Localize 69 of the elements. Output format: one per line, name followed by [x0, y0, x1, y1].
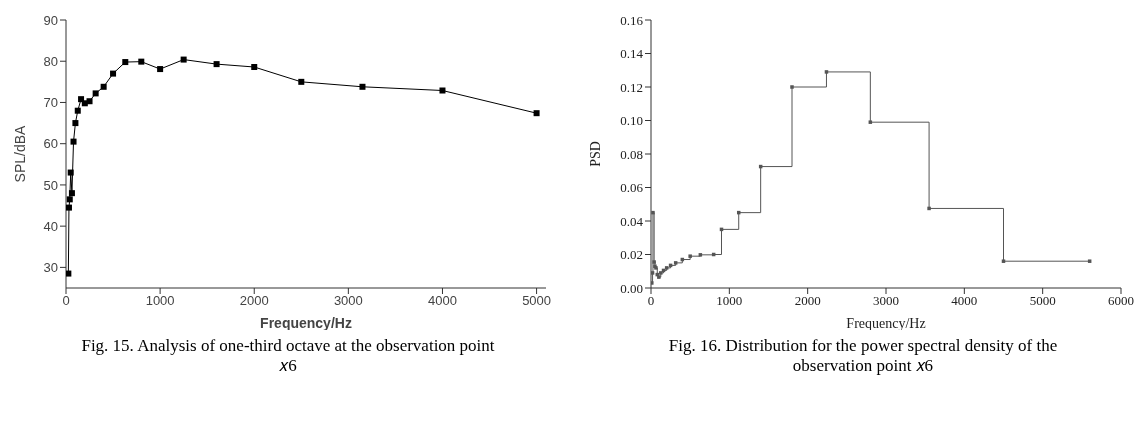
x-tick-label: 1000 — [145, 293, 175, 309]
point — [68, 190, 75, 197]
x-tick-label: 5000 — [1029, 293, 1056, 309]
point — [790, 85, 794, 89]
y-tick-label: 30 — [43, 260, 58, 275]
point — [92, 90, 99, 97]
caption: Fig. 15. Analysis of one-third octave at the observation point 𝑥6 — [80, 336, 496, 376]
x-tick-label: 4000 — [951, 293, 978, 309]
point — [251, 64, 258, 70]
point — [213, 61, 220, 68]
point — [157, 66, 164, 73]
point — [651, 281, 654, 285]
point — [688, 254, 692, 258]
y-axis-title: SPL/dBA — [11, 124, 28, 183]
point — [1087, 259, 1092, 263]
x-tick-label: 5000 — [522, 293, 552, 309]
y-tick-label: 0.02 — [620, 247, 643, 263]
point — [70, 138, 77, 145]
x-tick-label: 3000 — [873, 293, 899, 309]
point — [927, 206, 931, 211]
x-tick-label: 0 — [62, 293, 70, 309]
point — [74, 107, 81, 114]
point — [110, 70, 117, 77]
y-axis-title: PSD — [587, 141, 603, 167]
y-tick-label: 0.14 — [620, 46, 644, 62]
point — [698, 253, 703, 257]
point — [138, 58, 145, 65]
point — [180, 56, 187, 63]
y-tick-label: 0.08 — [620, 146, 643, 162]
point — [868, 120, 873, 124]
point — [533, 110, 540, 117]
x-tick-label: 1000 — [716, 293, 743, 309]
point — [439, 87, 446, 94]
point — [298, 78, 305, 85]
y-tick-label: 50 — [43, 177, 58, 193]
point — [673, 261, 678, 265]
y-tick-label: 0.06 — [620, 180, 644, 196]
x-tick-label: 2000 — [239, 293, 269, 309]
y-tick-label: 0.16 — [620, 12, 644, 28]
point — [86, 98, 93, 105]
x-tick-label: 6000 — [1108, 293, 1134, 309]
point — [652, 260, 656, 264]
point — [651, 271, 655, 275]
point — [824, 70, 829, 74]
caption: Fig. 16. Distribution for the power spectral density of the observation point 𝑥6 — [667, 336, 1059, 376]
point — [66, 270, 72, 277]
point — [66, 204, 72, 211]
y-tick-label: 0.12 — [620, 79, 643, 95]
point — [66, 196, 73, 203]
y-tick-label: 70 — [43, 95, 58, 111]
point — [359, 83, 366, 90]
point — [72, 120, 79, 127]
x-tick-label: 2000 — [794, 293, 821, 309]
point — [100, 83, 107, 90]
point — [651, 210, 655, 215]
point — [67, 169, 74, 176]
y-tick-label: 80 — [43, 53, 58, 69]
y-tick-label: 60 — [43, 136, 58, 152]
x-tick-label: 3000 — [333, 293, 363, 309]
y-tick-label: 0.10 — [620, 113, 643, 129]
y-tick-label: 90 — [43, 12, 58, 28]
x-tick-label: 4000 — [428, 293, 457, 309]
x-tick-label: 0 — [647, 293, 655, 309]
point — [1001, 259, 1006, 263]
x-axis-title: Frequency/Hz — [260, 315, 352, 331]
y-tick-label: 0.04 — [620, 213, 644, 229]
point — [122, 59, 129, 66]
y-tick-label: 0.00 — [620, 280, 643, 296]
y-tick-label: 40 — [43, 218, 58, 234]
